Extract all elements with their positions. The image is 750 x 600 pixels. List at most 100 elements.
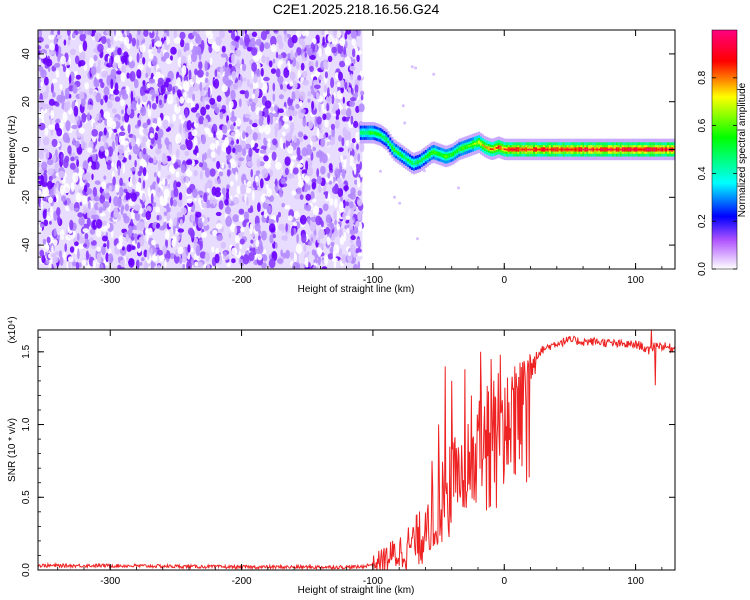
ridge-cell	[545, 148, 548, 151]
noise-blob	[78, 243, 85, 250]
noise-blob	[139, 207, 143, 215]
noise-blob	[266, 33, 272, 40]
noise-blob	[71, 124, 78, 130]
noise-blob	[119, 32, 123, 42]
noise-blob	[292, 56, 297, 67]
noise-blob	[283, 67, 290, 79]
noise-blob	[239, 238, 245, 245]
heatmap-y-tick-label: 0	[21, 146, 32, 152]
noise-blob	[274, 122, 280, 133]
ridge-cell	[460, 147, 463, 150]
noise-blob	[121, 65, 126, 75]
noise-blob	[106, 48, 113, 53]
noise-blob	[166, 93, 174, 105]
ridge-cell	[564, 148, 567, 151]
noise-blob	[205, 104, 210, 110]
noise-blob	[226, 262, 231, 268]
snr-y-multiplier: (x10⁴)	[7, 316, 18, 343]
ridge-cell	[635, 148, 638, 151]
noise-blob	[360, 169, 363, 178]
noise-blob	[302, 79, 310, 86]
snr-y-tick-label: 1.5	[21, 344, 32, 358]
noise-blob	[282, 131, 286, 136]
ridge-cell	[493, 147, 496, 150]
noise-blob	[137, 98, 141, 105]
ridge-cell	[621, 148, 624, 151]
noise-blob	[110, 78, 114, 90]
noise-blob	[317, 255, 321, 266]
noise-speck	[410, 65, 414, 69]
noise-blob	[145, 210, 152, 221]
ridge-cell	[610, 148, 613, 151]
noise-blob	[204, 152, 207, 161]
noise-blob	[82, 160, 89, 171]
noise-blob	[353, 120, 359, 128]
noise-blob	[108, 128, 113, 138]
noise-blob	[350, 115, 354, 125]
noise-blob	[178, 192, 183, 201]
noise-blob	[179, 144, 187, 151]
noise-blob	[95, 92, 102, 103]
noise-blob	[233, 122, 236, 127]
noise-blob	[131, 245, 136, 250]
noise-blob	[139, 126, 145, 136]
noise-blob	[187, 54, 192, 66]
noise-blob	[282, 115, 289, 122]
noise-blob	[195, 211, 202, 218]
noise-blob	[120, 43, 125, 48]
noise-blob	[173, 161, 179, 169]
noise-blob	[57, 215, 61, 225]
ridge-cell	[592, 148, 595, 151]
noise-blob	[82, 174, 86, 181]
noise-blob	[121, 116, 125, 122]
noise-blob	[244, 143, 252, 150]
noise-blob	[216, 74, 220, 79]
noise-blob	[272, 82, 276, 92]
noise-blob	[175, 171, 180, 178]
noise-blob	[187, 87, 193, 98]
noise-blob	[106, 162, 112, 170]
noise-blob	[141, 203, 146, 209]
noise-blob	[90, 66, 97, 76]
noise-blob	[322, 203, 329, 212]
noise-blob	[282, 83, 288, 92]
noise-blob	[101, 181, 107, 190]
noise-blob	[356, 177, 361, 188]
noise-blob	[314, 70, 321, 78]
noise-blob	[238, 208, 245, 215]
noise-blob	[96, 73, 100, 80]
noise-blob	[219, 66, 224, 75]
noise-blob	[272, 113, 279, 118]
ridge-cell	[470, 144, 473, 147]
noise-blob	[49, 117, 53, 125]
noise-blob	[41, 181, 48, 187]
noise-blob	[209, 168, 216, 177]
ridge-cell	[428, 153, 431, 156]
noise-blob	[149, 89, 156, 95]
noise-blob	[287, 60, 291, 71]
noise-blob	[293, 252, 297, 263]
noise-blob	[327, 172, 331, 179]
noise-blob	[106, 100, 113, 109]
noise-blob	[67, 145, 72, 155]
noise-blob	[225, 154, 233, 160]
noise-blob	[204, 77, 209, 84]
noise-blob	[45, 149, 50, 159]
noise-blob	[80, 98, 86, 107]
noise-blob	[354, 92, 358, 99]
noise-blob	[44, 44, 50, 49]
noise-blob	[204, 60, 208, 72]
noise-blob	[357, 261, 361, 269]
noise-blob	[349, 229, 356, 236]
noise-blob	[289, 81, 294, 87]
noise-blob	[335, 72, 339, 80]
noise-blob	[321, 102, 325, 113]
noise-blob	[330, 77, 335, 89]
noise-blob	[270, 106, 274, 112]
noise-blob	[316, 127, 320, 139]
noise-blob	[306, 47, 313, 57]
noise-blob	[45, 251, 48, 257]
noise-blob	[190, 247, 194, 253]
noise-blob	[150, 247, 153, 257]
